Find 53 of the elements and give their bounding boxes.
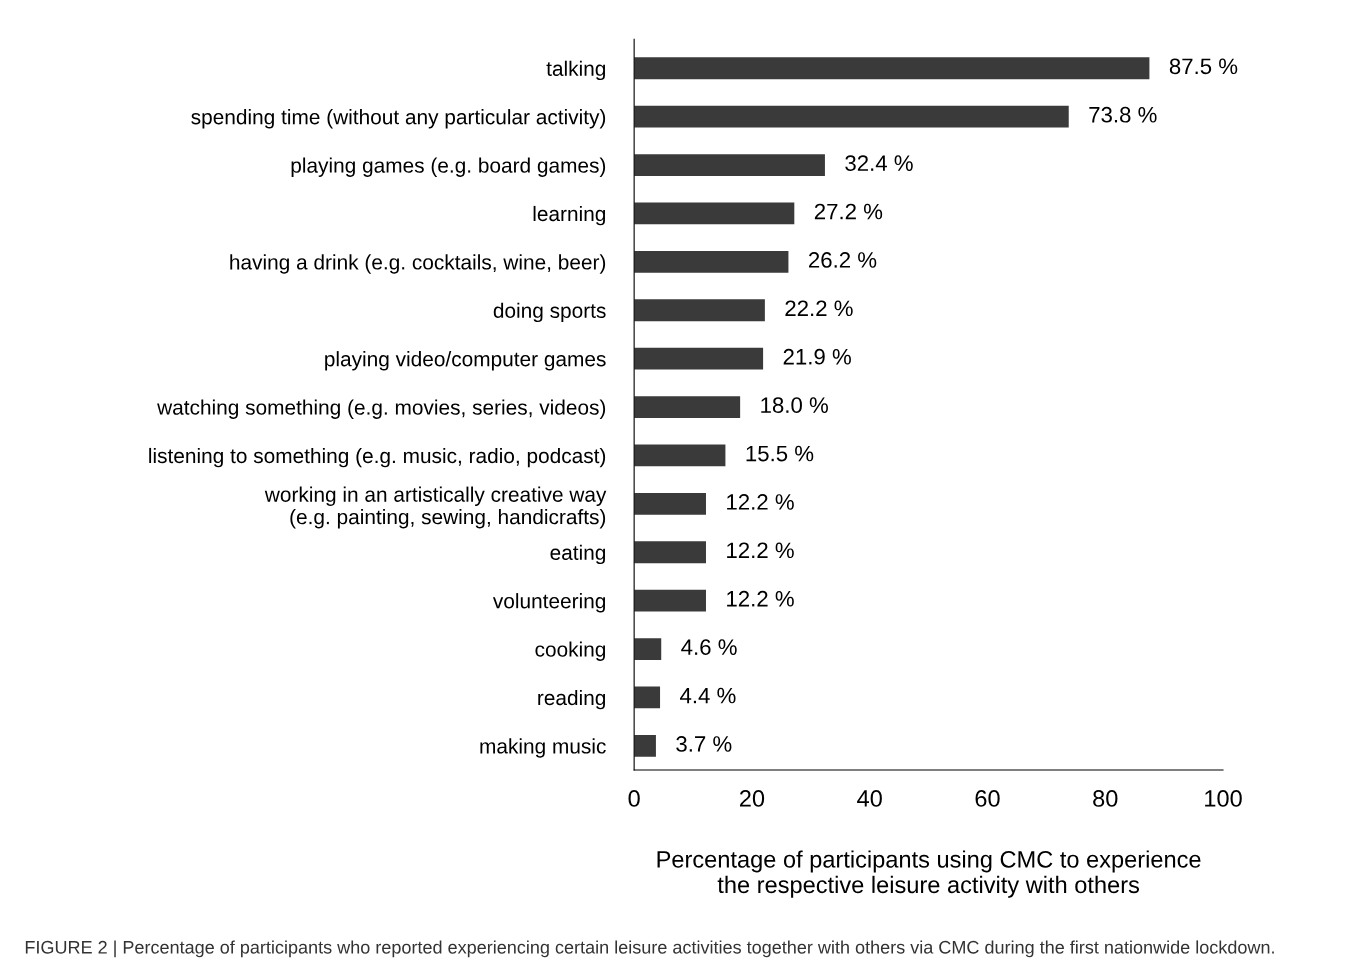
data-label: 26.2 % — [808, 252, 877, 268]
y-tick-label: listening to something (e.g. music, radio, podcast) — [149, 447, 606, 468]
x-tick-label: 60 — [975, 790, 1000, 807]
caption: FIGURE 2 | Percentage of participants who reported experiencing certain leisure activities together with others via CMC during the first nationwide lockdown. — [25, 940, 1274, 958]
bar — [634, 250, 789, 273]
bar — [634, 202, 795, 225]
data-label: 22.2 % — [785, 300, 853, 317]
y-tick-label: learning — [533, 205, 606, 226]
data-label: 73.8 % — [1089, 106, 1157, 123]
x-tick-label: 80 — [1093, 790, 1118, 807]
bar — [634, 492, 706, 515]
bar — [634, 444, 726, 467]
bar — [634, 347, 764, 370]
data-label: 12.2 % — [727, 494, 794, 510]
data-label: 12.2 % — [727, 542, 794, 559]
x-tick-label: 0 — [628, 790, 640, 807]
y-tick-label: volunteering — [492, 593, 606, 613]
bar — [634, 105, 1069, 128]
y-tick-label: making music — [480, 738, 606, 758]
data-label: 27.2 % — [814, 203, 883, 220]
bar — [634, 396, 741, 418]
data-label: 3.7 % — [676, 736, 732, 752]
bar — [634, 154, 825, 176]
y-tick-label: talking — [546, 60, 606, 81]
bar — [634, 541, 706, 564]
y-tick-label: watching something (e.g. movies, series, videos) — [157, 399, 606, 419]
data-label: 12.2 % — [727, 590, 794, 607]
y-tick-label: working in an artistically creative way (e.g. painting, sewing, handicrafts) — [264, 486, 607, 529]
y-tick-label: playing video/computer games — [325, 351, 606, 371]
bar — [634, 734, 656, 757]
x-tick-label: 20 — [739, 790, 765, 807]
data-label: 21.9 % — [783, 348, 851, 365]
data-label: 18.0 % — [761, 397, 828, 414]
y-tick-label: having a drink (e.g. cocktails, wine, beer) — [230, 254, 606, 274]
y-tick-label: spending time (without any particular activity) — [191, 109, 606, 129]
bar — [634, 57, 1150, 80]
x-tick-label: 40 — [857, 790, 882, 807]
y-tick-label: playing games (e.g. board games) — [291, 157, 606, 177]
x-axis-title: Percentage of participants using CMC to experience the respective leisure activity with others — [657, 850, 1201, 898]
bar — [634, 589, 706, 612]
y-tick-label: eating — [550, 544, 606, 565]
data-label: 4.6 % — [681, 639, 737, 656]
y-tick-label: reading — [538, 689, 606, 710]
data-label: 15.5 % — [746, 445, 814, 462]
bar — [634, 686, 661, 709]
x-tick-label: 100 — [1205, 790, 1242, 807]
bar — [634, 638, 662, 660]
y-tick-label: cooking — [535, 641, 606, 661]
data-label: 87.5 % — [1169, 58, 1238, 75]
data-label: 4.4 % — [680, 687, 736, 704]
data-label: 32.4 % — [845, 155, 913, 172]
bar — [634, 299, 765, 322]
y-tick-label: doing sports — [493, 302, 606, 323]
